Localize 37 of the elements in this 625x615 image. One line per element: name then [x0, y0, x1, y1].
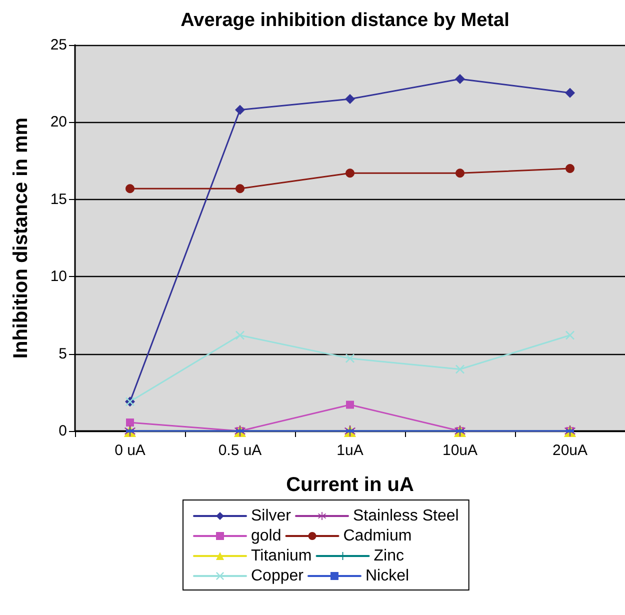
point — [126, 418, 134, 427]
legend-label: Nickel — [365, 568, 410, 584]
point — [455, 74, 465, 84]
point — [456, 168, 464, 178]
legend-label: Silver — [251, 508, 292, 524]
x-tick-label: 20uA — [552, 442, 588, 459]
point — [346, 354, 354, 363]
x-tick-label: 0.5 uA — [218, 442, 262, 459]
chart-title: Average inhibition distance by Metal — [180, 10, 510, 31]
legend-label: Titanium — [251, 548, 312, 564]
x-tick-label: 0 uA — [114, 442, 146, 459]
legend-label: Stainless Steel — [353, 508, 459, 524]
point — [235, 104, 245, 115]
point — [566, 330, 574, 340]
point — [236, 184, 244, 194]
point — [346, 400, 354, 409]
point — [565, 88, 575, 98]
legend-label: Zinc — [374, 548, 404, 564]
y-tick-label: 5 — [58, 345, 67, 362]
x-tick-label: 1uA — [336, 442, 364, 459]
x-axis-title: Current in uA — [286, 474, 414, 496]
legend-label: Copper — [251, 568, 304, 584]
x-tick-label: 10uA — [442, 442, 478, 459]
point — [566, 164, 574, 174]
point — [126, 184, 134, 194]
y-axis-title: Inhibition distance in mm — [10, 117, 32, 359]
y-tick-label: 15 — [50, 190, 67, 208]
y-tick-label: 20 — [50, 114, 67, 131]
point — [345, 94, 355, 104]
point — [346, 168, 354, 178]
point — [456, 364, 464, 374]
y-tick-label: 10 — [50, 268, 67, 286]
legend-label: Cadmium — [343, 528, 412, 544]
point — [236, 330, 244, 340]
y-tick-label: 25 — [50, 36, 67, 54]
legend-label: gold — [251, 528, 282, 544]
y-tick-label: 0 — [58, 422, 67, 440]
